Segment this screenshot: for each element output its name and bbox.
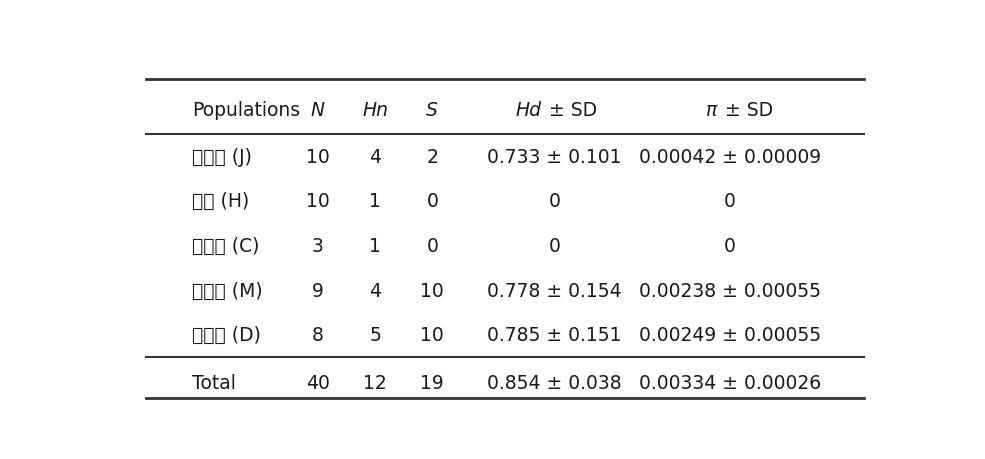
Text: 0: 0 [724, 192, 736, 211]
Text: 8: 8 [312, 325, 324, 344]
Text: 10: 10 [421, 281, 444, 300]
Text: 대청청 (D): 대청청 (D) [192, 325, 261, 344]
Text: 10: 10 [306, 147, 330, 166]
Text: N: N [311, 101, 325, 119]
Text: 0: 0 [427, 236, 438, 255]
Text: 0.854 ± 0.038: 0.854 ± 0.038 [488, 373, 622, 392]
Text: 1: 1 [369, 192, 381, 211]
Text: 40: 40 [306, 373, 330, 392]
Text: 0: 0 [724, 236, 736, 255]
Text: 무한청 (M): 무한청 (M) [192, 281, 262, 300]
Text: 19: 19 [421, 373, 444, 392]
Text: ± SD: ± SD [543, 101, 597, 119]
Text: 0: 0 [427, 192, 438, 211]
Text: 0.733 ± 0.101: 0.733 ± 0.101 [488, 147, 622, 166]
Text: π: π [706, 101, 717, 119]
Text: 0.778 ± 0.154: 0.778 ± 0.154 [488, 281, 622, 300]
Text: 0.785 ± 0.151: 0.785 ± 0.151 [488, 325, 622, 344]
Text: 주청강 (J): 주청강 (J) [192, 147, 252, 166]
Text: 5: 5 [369, 325, 381, 344]
Text: 10: 10 [306, 192, 330, 211]
Text: 10: 10 [421, 325, 444, 344]
Text: 0.00042 ± 0.00009: 0.00042 ± 0.00009 [639, 147, 821, 166]
Text: 흑청 (H): 흑청 (H) [192, 192, 249, 211]
Text: ± SD: ± SD [719, 101, 772, 119]
Text: Total: Total [192, 373, 235, 392]
Text: 0.00334 ± 0.00026: 0.00334 ± 0.00026 [639, 373, 821, 392]
Text: 조종청 (C): 조종청 (C) [192, 236, 259, 255]
Text: 12: 12 [363, 373, 387, 392]
Text: Hn: Hn [362, 101, 388, 119]
Text: 4: 4 [369, 147, 381, 166]
Text: 0.00238 ± 0.00055: 0.00238 ± 0.00055 [639, 281, 821, 300]
Text: 0: 0 [549, 192, 560, 211]
Text: Populations: Populations [192, 101, 300, 119]
Text: S: S [427, 101, 438, 119]
Text: 1: 1 [369, 236, 381, 255]
Text: Hd: Hd [515, 101, 542, 119]
Text: 0: 0 [549, 236, 560, 255]
Text: 0.00249 ± 0.00055: 0.00249 ± 0.00055 [639, 325, 821, 344]
Text: 2: 2 [427, 147, 438, 166]
Text: 3: 3 [312, 236, 324, 255]
Text: 4: 4 [369, 281, 381, 300]
Text: 9: 9 [312, 281, 324, 300]
